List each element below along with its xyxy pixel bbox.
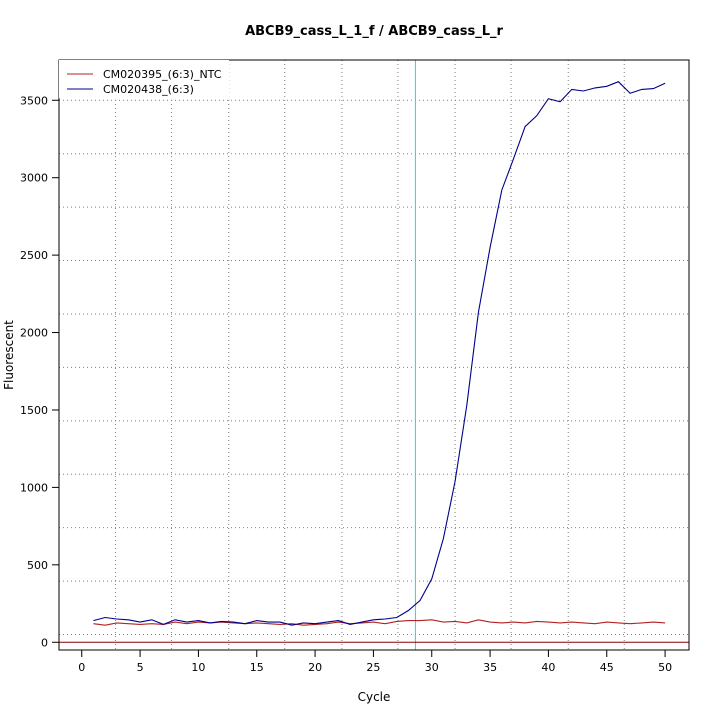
series-line-2 <box>93 81 666 626</box>
legend-label-ntc: CM020395_(6:3)_NTC <box>103 68 222 81</box>
plot-frame <box>58 59 690 651</box>
y-tick-label: 500 <box>27 559 48 572</box>
x-tick-label: 30 <box>425 661 439 674</box>
x-tick-label: 5 <box>137 661 144 674</box>
series-line-1 <box>93 619 666 626</box>
x-tick-label: 50 <box>658 661 672 674</box>
y-tick-label: 3500 <box>20 94 48 107</box>
y-tick-label: 1500 <box>20 404 48 417</box>
y-tick-label: 2500 <box>20 249 48 262</box>
x-axis-label: Cycle <box>358 690 391 704</box>
legend-box <box>59 60 229 98</box>
chart-title: ABCB9_cass_L_1_f / ABCB9_cass_L_r <box>245 24 503 39</box>
x-tick-label: 25 <box>366 661 380 674</box>
x-tick-label: 10 <box>191 661 205 674</box>
legend: CM020395_(6:3)_NTC CM020438_(6:3) <box>59 60 229 98</box>
x-tick-label: 20 <box>308 661 322 674</box>
y-tick-label: 1000 <box>20 481 48 494</box>
x-tick-label: 35 <box>483 661 497 674</box>
x-tick-label: 45 <box>600 661 614 674</box>
legend-label-sample: CM020438_(6:3) <box>103 83 194 96</box>
threshold-line <box>59 60 689 650</box>
series-lines <box>93 81 666 626</box>
x-tick-label: 40 <box>541 661 555 674</box>
x-axis: 0 5 10 15 20 25 30 35 40 45 50 <box>78 649 672 674</box>
grid <box>59 60 689 650</box>
y-tick-label: 3000 <box>20 172 48 185</box>
x-tick-label: 15 <box>250 661 264 674</box>
y-axis: 0 500 1000 1500 2000 2500 3000 3500 <box>20 94 60 649</box>
y-tick-label: 2000 <box>20 327 48 340</box>
y-axis-label: Fluorescent <box>2 320 16 390</box>
y-tick-label: 0 <box>41 636 48 649</box>
x-tick-label: 0 <box>78 661 85 674</box>
